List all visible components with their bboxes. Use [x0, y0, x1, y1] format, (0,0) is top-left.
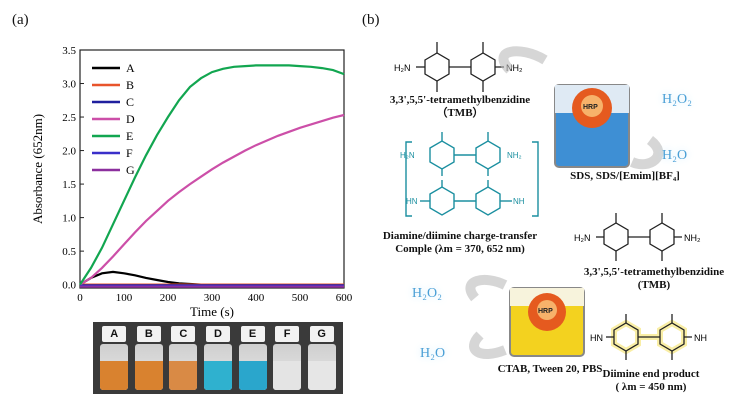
- beaker-bottom-hrp: HRP: [538, 308, 553, 315]
- y-tick-label-0: 0.0: [62, 280, 76, 292]
- vial-liquid-D: [203, 361, 232, 390]
- tmb-top-nh2: NH₂: [506, 63, 523, 73]
- legend-label-B: B: [126, 78, 134, 92]
- tmb-right-h2n: H₂N: [574, 233, 591, 243]
- h2o-top: H₂O: [662, 148, 688, 163]
- tmb-right-name: 3,3',5,5'-tetramethylbenzidine (TMB): [566, 266, 742, 292]
- x-tick-label-5: 500: [292, 292, 309, 304]
- diimine-name-text: Diimine end product: [602, 368, 700, 380]
- x-tick-label-6: 600: [336, 292, 353, 304]
- diimine-hn: HN: [590, 333, 603, 343]
- y-tick-label-6: 3.0: [62, 79, 76, 91]
- scheme-drawing: H₂N NH₂ H₂N NH₂ HN NH: [394, 42, 707, 360]
- legend-label-C: C: [126, 95, 134, 109]
- vial-glass-G: [307, 344, 336, 390]
- ctc-h2n: H₂N: [400, 151, 415, 160]
- series-line-A: [79, 270, 344, 286]
- panel-label-b: (b): [362, 12, 380, 28]
- vial-A: A: [99, 326, 129, 392]
- vial-cap-label-A: A: [102, 326, 127, 342]
- y-tick-label-2: 1.0: [62, 213, 76, 225]
- ctc-name-lambda: Comple (λm = 370, 652 nm): [395, 243, 525, 255]
- beaker-top: [498, 46, 664, 170]
- vial-glass-C: [169, 344, 198, 390]
- beaker-bottom: [465, 274, 585, 359]
- legend-label-D: D: [126, 112, 135, 126]
- vial-liquid-A: [100, 361, 129, 390]
- vial-glass-D: [203, 344, 232, 390]
- tmb-right-abbr: (TMB): [637, 279, 671, 291]
- x-axis-label: Time (s): [190, 304, 234, 319]
- h2o2-top: H₂O₂: [662, 92, 692, 107]
- diimine-name: Diimine end product ( λm = 450 nm): [586, 368, 716, 394]
- panel-label-a: (a): [12, 12, 29, 28]
- vial-cap-label-F: F: [275, 326, 300, 342]
- vial-G: G: [307, 326, 337, 392]
- legend-label-E: E: [126, 129, 133, 143]
- vial-liquid-C: [169, 361, 198, 390]
- condition-top: SDS, SDS/[Emim][BF₄]: [570, 170, 680, 182]
- tmb-top-name-text: 3,3',5,5'-tetramethylbenzidine: [389, 94, 531, 106]
- vial-glass-B: [134, 344, 163, 390]
- y-tick-label-1: 0.5: [62, 246, 76, 258]
- h2o2-bottom: H₂O₂: [412, 286, 442, 301]
- tmb-top-structure: [416, 42, 504, 92]
- ctc-nh2: NH₂: [507, 151, 522, 160]
- vial-B: B: [134, 326, 164, 392]
- reaction-scheme: H₂N NH₂ H₂N NH₂ HN NH: [370, 30, 742, 400]
- beaker-top-hrp: HRP: [583, 104, 598, 111]
- tmb-top-h2n: H₂N: [394, 63, 411, 73]
- ctc-structure: [405, 132, 539, 217]
- vial-liquid-B: [134, 361, 163, 390]
- y-tick-label-4: 2.0: [62, 146, 76, 158]
- vial-cap-label-C: C: [171, 326, 196, 342]
- tmb-right-structure: [596, 213, 682, 261]
- series-line-E: [79, 64, 345, 286]
- y-tick-label-3: 1.5: [62, 179, 76, 191]
- ctc-nh: NH: [513, 197, 525, 206]
- tmb-right-nh2: NH₂: [684, 233, 701, 243]
- vial-cap-label-B: B: [136, 326, 161, 342]
- vial-cap-label-G: G: [309, 326, 334, 342]
- vial-liquid-F: [273, 361, 302, 390]
- x-tick-label-4: 400: [248, 292, 265, 304]
- vial-cap-label-D: D: [205, 326, 230, 342]
- diimine-structure: [606, 314, 692, 360]
- y-tick-label-7: 3.5: [62, 45, 76, 57]
- vial-cap-label-E: E: [240, 326, 265, 342]
- y-tick-label-5: 2.5: [62, 112, 76, 124]
- h2o-bottom: H₂O: [420, 346, 446, 361]
- vial-C: C: [168, 326, 198, 392]
- vial-glass-A: [100, 344, 129, 390]
- diimine-name-lambda: ( λm = 450 nm): [615, 381, 687, 393]
- vial-E: E: [238, 326, 268, 392]
- absorbance-chart: 0 100 200 300 400 500 600 0.0 0.5 1.0 1.5 2.0 2.5 3.0…: [30, 45, 353, 319]
- x-tick-label-1: 100: [116, 292, 133, 304]
- x-tick-label-2: 200: [160, 292, 177, 304]
- legend-label-A: A: [126, 61, 135, 75]
- ctc-name: Diamine/diimine charge-transfer Comple (…: [370, 230, 550, 256]
- ctc-name-text: Diamine/diimine charge-transfer: [382, 230, 538, 242]
- x-tick-label-0: 0: [77, 292, 83, 304]
- vial-glass-E: [238, 344, 267, 390]
- legend-label-F: F: [126, 146, 133, 160]
- x-tick-label-3: 300: [204, 292, 221, 304]
- vial-F: F: [272, 326, 302, 392]
- tmb-top-abbr: （TMB）: [436, 107, 484, 119]
- vial-glass-F: [273, 344, 302, 390]
- vial-liquid-E: [238, 361, 267, 390]
- legend-label-G: G: [126, 163, 135, 177]
- condition-bottom: CTAB, Tween 20, PBS: [497, 363, 603, 375]
- diimine-nh: NH: [694, 333, 707, 343]
- vial-liquid-G: [307, 361, 336, 390]
- tmb-top-name: 3,3',5,5'-tetramethylbenzidine （TMB）: [370, 94, 550, 120]
- y-axis-label: Absorbance (652nm): [30, 114, 45, 224]
- tmb-right-name-text: 3,3',5,5'-tetramethylbenzidine: [583, 266, 725, 278]
- series-line-D: [79, 113, 345, 286]
- ctc-hn: HN: [406, 197, 418, 206]
- vial-D: D: [203, 326, 233, 392]
